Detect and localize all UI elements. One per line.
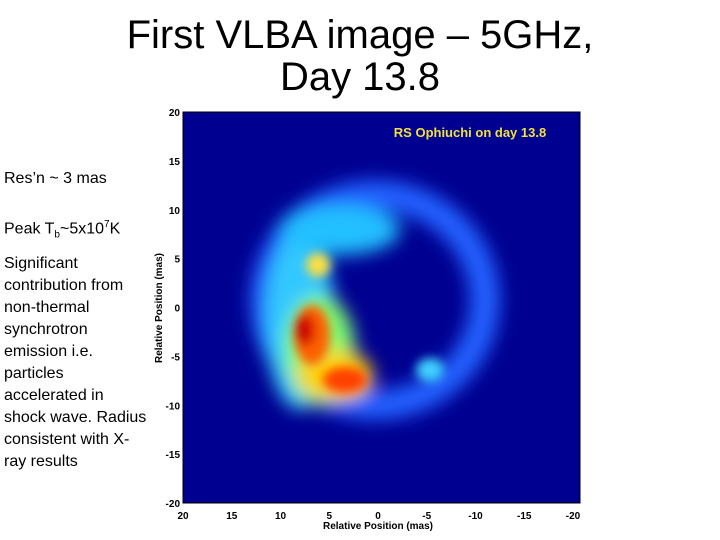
- x-tick-label: 15: [226, 511, 238, 522]
- text-run: Res’n ~ 3 mas: [4, 170, 107, 187]
- y-tick-label: 15: [169, 157, 181, 168]
- bullet: Peak Tb~5x107K: [4, 214, 149, 247]
- text-run: Significant contribution from non-therma…: [4, 255, 147, 470]
- x-tick-label: -5: [422, 511, 431, 522]
- slide-title: First VLBA image – 5GHz, Day 13.8: [126, 13, 594, 99]
- bullet: Res’n ~ 3 mas: [4, 168, 149, 190]
- x-axis-label: Relative Position (mas): [323, 521, 433, 532]
- y-tick-label: 20: [169, 108, 181, 119]
- y-tick-label: -5: [171, 352, 180, 363]
- x-tick-label: 20: [177, 511, 189, 522]
- text-run: 7: [104, 219, 110, 230]
- y-tick-label: 10: [169, 206, 181, 217]
- y-tick-label: 0: [174, 304, 180, 315]
- x-tick-label: 5: [326, 511, 332, 522]
- text-run: ~5x10: [59, 220, 105, 238]
- x-tick-label: -20: [566, 511, 581, 522]
- bullet: Significant contribution from non-therma…: [4, 253, 149, 473]
- figure-caption: RS Ophiuchi on day 13.8: [394, 125, 546, 140]
- y-tick-label: -10: [166, 401, 181, 412]
- text-run: b: [54, 229, 60, 241]
- y-axis-label: Relative Position (mas): [154, 253, 165, 363]
- y-tick-label: -15: [166, 450, 181, 461]
- emission-peaks: [294, 253, 444, 393]
- x-tick-label: -15: [517, 511, 532, 522]
- text-run: Peak T: [4, 220, 55, 238]
- radio-image: [183, 112, 580, 503]
- y-tick-label: -20: [166, 499, 181, 510]
- x-tick-label: 10: [275, 511, 287, 522]
- y-tick-label: 5: [174, 255, 180, 266]
- text-run: K: [109, 220, 121, 238]
- x-tick-label: -10: [468, 511, 483, 522]
- plot-frame: [182, 111, 581, 504]
- x-tick-label: 0: [375, 511, 381, 522]
